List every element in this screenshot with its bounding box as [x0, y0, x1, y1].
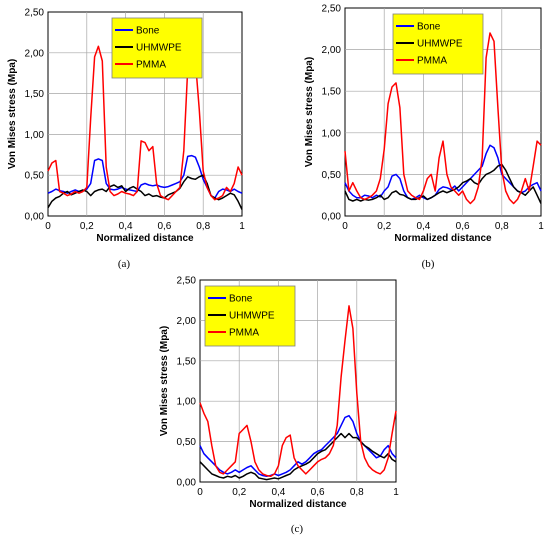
x-tick-label: 0,6: [456, 221, 470, 232]
x-tick-label: 0,4: [416, 221, 430, 232]
legend-entry: PMMA: [136, 60, 166, 71]
y-tick-label: 0,00: [177, 478, 197, 489]
y-tick-label: 2,00: [322, 45, 342, 56]
y-axis-title: Von Mises stress (Mpa): [304, 57, 315, 167]
x-tick-label: 1: [538, 221, 544, 232]
y-tick-label: 0,00: [25, 212, 45, 223]
y-axis-title: Von Mises stress (Mpa): [159, 326, 170, 436]
x-tick-label: 0,2: [232, 487, 246, 498]
x-tick-label: 0,2: [80, 221, 94, 232]
series-line-uhmwpe: [344, 163, 542, 204]
legend-entry: PMMA: [229, 328, 259, 339]
y-tick-label: 2,50: [322, 4, 342, 15]
legend-entry: Bone: [136, 26, 160, 37]
legend-entry: Bone: [417, 22, 441, 33]
legend-entry: UHMWPE: [136, 43, 182, 54]
legend-entry: UHMWPE: [229, 311, 275, 322]
legend-entry: Bone: [229, 294, 253, 305]
y-tick-label: 2,00: [177, 316, 197, 327]
chart-panel-c: 0,00 0,50 1,00 1,50 2,00 2,50 0 0,2 0,4 0,6 0,8 1 No…: [159, 276, 399, 536]
x-tick-label: 0,2: [377, 221, 391, 232]
y-tick-label: 0,50: [177, 437, 197, 448]
legend-entry: PMMA: [417, 56, 447, 67]
y-tick-label: 1,00: [177, 397, 197, 408]
series-line-pmma: [47, 45, 243, 201]
y-tick-label: 1,50: [25, 89, 45, 100]
y-tick-label: 1,50: [177, 356, 197, 367]
x-tick-label: 0,8: [196, 221, 210, 232]
y-tick-label: 0,50: [322, 170, 342, 181]
x-axis-title: Normalized distance: [394, 233, 492, 244]
y-tick-label: 1,00: [322, 128, 342, 139]
x-tick-label: 0,8: [350, 487, 364, 498]
x-axis-title: Normalized distance: [249, 499, 347, 510]
y-tick-label: 2,50: [177, 276, 197, 287]
series-line-bone: [344, 144, 542, 201]
y-tick-label: 1,00: [25, 130, 45, 141]
x-tick-label: 1: [393, 487, 399, 498]
chart-panel-a: 0,00 0,50 1,00 1,50 2,00 2,50 0 0,2 0,4 0,6 0,8 1 No…: [7, 8, 245, 271]
panel-caption: (c): [291, 523, 304, 535]
x-tick-label: 0,6: [311, 487, 325, 498]
x-tick-label: 0: [342, 221, 348, 232]
panel-caption: (b): [422, 258, 435, 270]
series-line-pmma: [344, 32, 542, 205]
x-tick-label: 0,6: [157, 221, 171, 232]
y-tick-label: 2,50: [25, 8, 45, 19]
x-axis-title: Normalized distance: [96, 233, 194, 244]
y-tick-label: 0,50: [25, 171, 45, 182]
legend-entry: UHMWPE: [417, 39, 463, 50]
x-tick-label: 0,4: [271, 487, 285, 498]
y-axis-title: Von Mises stress (Mpa): [7, 59, 18, 169]
x-tick-label: 0: [197, 487, 203, 498]
series-line-uhmwpe: [199, 432, 397, 481]
y-tick-label: 0,00: [322, 212, 342, 223]
x-tick-label: 0: [45, 221, 51, 232]
y-tick-label: 1,50: [322, 87, 342, 98]
series-line-pmma: [199, 305, 397, 478]
x-tick-label: 0,4: [119, 221, 133, 232]
chart-panel-b: 0,00 0,50 1,00 1,50 2,00 2,50 0 0,2 0,4 0,6 0,8 1 No…: [304, 4, 544, 271]
x-tick-label: 0,8: [495, 221, 509, 232]
y-tick-label: 2,00: [25, 48, 45, 59]
x-tick-label: 1: [239, 221, 245, 232]
panel-caption: (a): [118, 258, 131, 270]
